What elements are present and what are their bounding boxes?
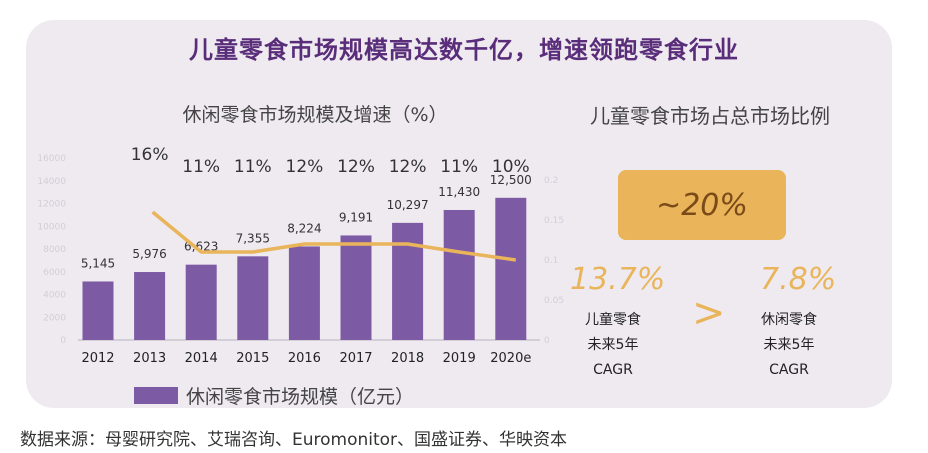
y-tick-label: 4000 [43,291,66,301]
bar [237,256,269,340]
share-title: 儿童零食市场占总市场比例 [590,104,830,128]
y-tick-label: 0 [60,336,66,346]
snack-cagr-label: 休闲零食 未来5年 CAGR [761,312,817,378]
bar [288,246,320,340]
legend-label: 休闲零食市场规模（亿元） [186,386,415,408]
y-tick-label: 12000 [37,200,66,210]
bar [134,272,166,340]
bar-value-label: 9,191 [339,210,373,224]
bar [392,222,424,340]
growth-rate-label: 12% [286,157,324,177]
y2-tick-label: 0.05 [544,296,564,306]
y-tick-label: 8000 [43,245,66,255]
x-tick-label: 2017 [339,351,372,366]
bar [185,264,217,340]
bar-value-label: 5,976 [132,247,166,261]
y2-tick-label: 0.1 [544,256,558,266]
growth-rate-label: 11% [182,157,220,177]
growth-rate-label: 12% [389,157,427,177]
bar [495,197,527,340]
bar-value-label: 12,500 [490,173,532,187]
bar [340,235,372,340]
chart-title: 休闲零食市场规模及增速（%） [182,104,448,126]
growth-rate-label: 11% [234,157,272,177]
data-source: 数据来源：母婴研究院、艾瑞咨询、Euromonitor、国盛证券、华映资本 [20,430,568,450]
legend-swatch [134,387,178,404]
share-ratio-box: ~20% [618,170,786,240]
growth-rate-label: 12% [337,157,375,177]
y-tick-label: 6000 [43,268,66,278]
y-tick-label: 2000 [43,313,66,323]
x-tick-label: 2013 [133,351,166,366]
bar-value-label: 5,145 [81,256,115,270]
kids-snack-cagr-label: 儿童零食 未来5年 CAGR [585,312,641,378]
growth-rate-label: 16% [131,145,169,165]
greater-than-sign: > [692,290,726,336]
bar-value-label: 11,430 [438,185,480,199]
y2-tick-label: 0.15 [544,216,564,226]
x-tick-label: 2012 [81,351,114,366]
bar [82,281,114,340]
x-tick-label: 2016 [288,351,321,366]
y-tick-label: 10000 [37,222,66,232]
chart-legend: 休闲零食市场规模（亿元） [134,382,414,409]
bar-value-label: 10,297 [387,198,429,212]
x-tick-label: 2015 [236,351,269,366]
x-tick-label: 2014 [185,351,218,366]
y-tick-label: 14000 [37,177,66,187]
growth-rate-line [151,210,517,262]
growth-rate-label: 10% [492,157,530,177]
snack-cagr: 7.8% [760,262,837,297]
y-tick-label: 16000 [37,154,66,164]
x-tick-label: 2020e [490,351,531,366]
growth-rate-label: 11% [440,157,478,177]
bar-value-label: 7,355 [236,231,270,245]
bar-value-label: 8,224 [287,221,321,235]
x-tick-label: 2018 [391,351,424,366]
y2-tick-label: 0 [544,336,550,346]
bar [443,209,475,340]
y2-tick-label: 0.2 [544,176,558,186]
main-title: 儿童零食市场规模高达数千亿，增速领跑零食行业 [189,36,739,64]
kids-snack-cagr: 13.7% [570,262,666,297]
x-tick-label: 2019 [443,351,476,366]
